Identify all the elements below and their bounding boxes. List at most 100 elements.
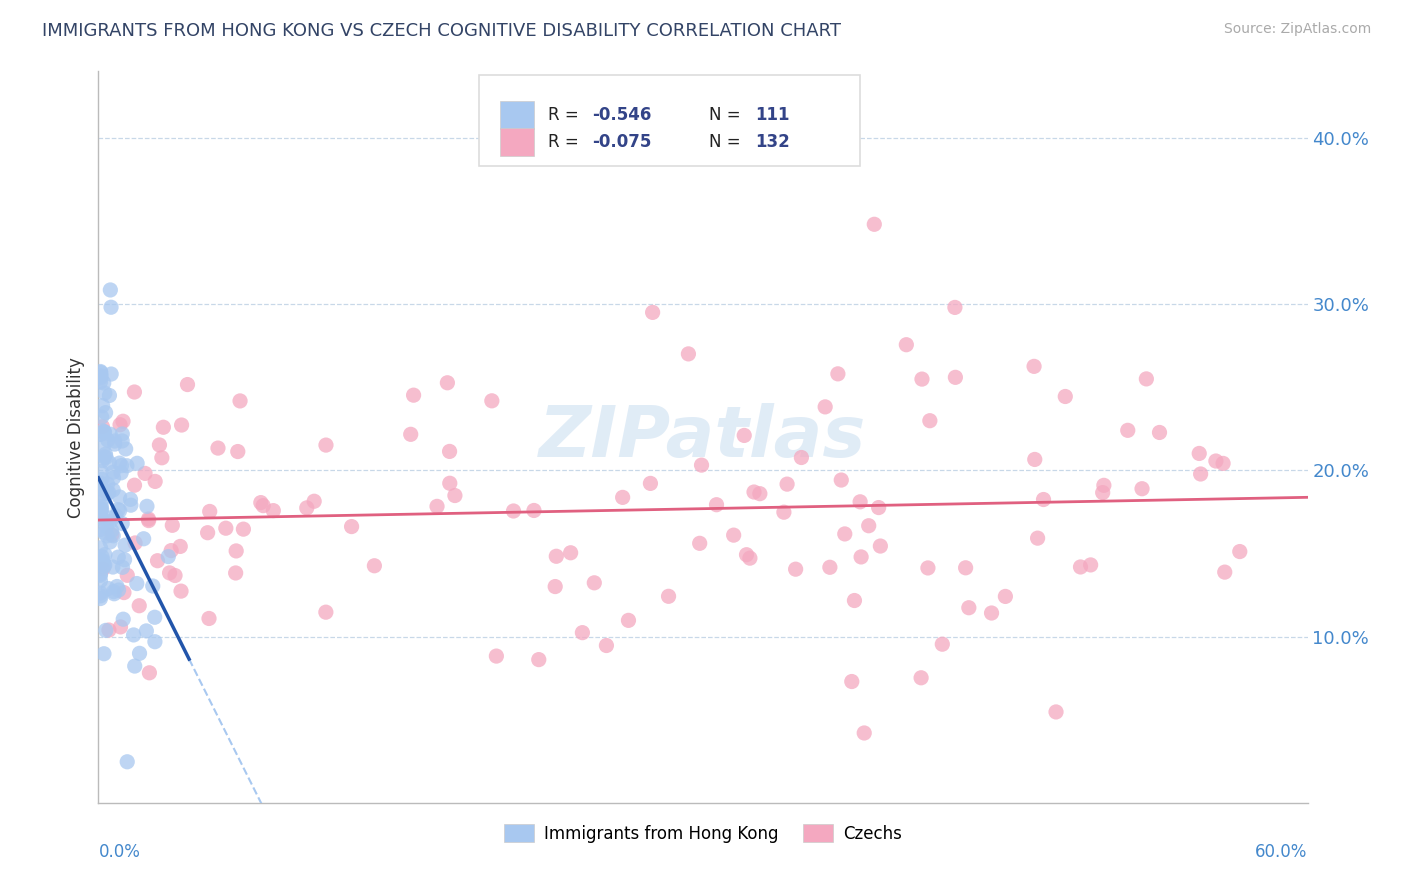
Point: [197, 525, 219, 540]
Legend: Immigrants from Hong Kong, Czechs: Immigrants from Hong Kong, Czechs: [498, 818, 908, 849]
Point: [150, 450, 173, 465]
Point: [229, 393, 252, 408]
Point: [91, 472, 114, 486]
Point: [91, 493, 114, 508]
Point: [160, 543, 183, 558]
Text: N =: N =: [709, 106, 747, 124]
Point: [834, 527, 856, 541]
Point: [108, 490, 131, 504]
Point: [101, 527, 124, 541]
Point: [215, 521, 238, 535]
Point: [90, 500, 112, 514]
Point: [858, 518, 880, 533]
Text: N =: N =: [709, 133, 747, 151]
Point: [252, 499, 274, 513]
Point: [340, 519, 363, 533]
Point: [315, 438, 337, 452]
Point: [89, 371, 111, 385]
Point: [100, 367, 122, 381]
Point: [107, 502, 129, 516]
Text: 60.0%: 60.0%: [1256, 843, 1308, 861]
Point: [98, 388, 121, 402]
Point: [124, 536, 146, 550]
Point: [97, 433, 120, 447]
Point: [617, 613, 640, 627]
Point: [136, 500, 159, 514]
Point: [91, 453, 114, 467]
Point: [571, 625, 593, 640]
Point: [90, 366, 112, 380]
Point: [90, 410, 112, 425]
Point: [111, 427, 134, 442]
Point: [689, 536, 711, 550]
Point: [262, 503, 284, 517]
Point: [546, 549, 568, 564]
Point: [159, 566, 181, 580]
Point: [93, 483, 115, 498]
Point: [595, 639, 617, 653]
Point: [120, 498, 142, 512]
Point: [120, 492, 142, 507]
Point: [1091, 485, 1114, 500]
Point: [148, 438, 170, 452]
Point: [994, 590, 1017, 604]
Point: [127, 456, 149, 470]
Point: [103, 529, 125, 543]
Point: [142, 579, 165, 593]
Point: [111, 434, 134, 448]
Point: [96, 529, 118, 543]
Point: [1080, 558, 1102, 572]
Point: [1130, 482, 1153, 496]
Point: [485, 649, 508, 664]
Point: [399, 427, 422, 442]
Point: [302, 494, 325, 508]
Point: [97, 623, 120, 637]
Point: [97, 485, 120, 500]
Point: [90, 503, 112, 517]
Point: [108, 417, 131, 432]
Point: [170, 417, 193, 432]
Text: R =: R =: [548, 106, 585, 124]
Point: [814, 400, 837, 414]
Point: [426, 500, 449, 514]
Point: [117, 568, 139, 582]
Point: [910, 671, 932, 685]
Text: IMMIGRANTS FROM HONG KONG VS CZECH COGNITIVE DISABILITY CORRELATION CHART: IMMIGRANTS FROM HONG KONG VS CZECH COGNI…: [42, 22, 841, 40]
Point: [863, 217, 886, 231]
Point: [444, 489, 467, 503]
Point: [93, 376, 115, 390]
Point: [439, 444, 461, 458]
Point: [980, 606, 1002, 620]
Point: [93, 450, 115, 464]
Point: [207, 441, 229, 455]
Point: [733, 428, 755, 442]
Point: [94, 406, 117, 420]
Point: [738, 551, 761, 566]
FancyBboxPatch shape: [479, 75, 860, 167]
Text: 111: 111: [755, 106, 790, 124]
Point: [89, 568, 111, 582]
Point: [107, 583, 129, 598]
Point: [93, 559, 115, 574]
Point: [436, 376, 458, 390]
Point: [143, 610, 166, 624]
Point: [100, 300, 122, 314]
Point: [152, 420, 174, 434]
Point: [97, 582, 120, 596]
Point: [101, 560, 124, 574]
Point: [89, 541, 111, 555]
Point: [93, 440, 115, 454]
Point: [945, 370, 967, 384]
Point: [853, 726, 876, 740]
Point: [90, 464, 112, 478]
Text: R =: R =: [548, 133, 585, 151]
Point: [841, 674, 863, 689]
Point: [957, 600, 980, 615]
Point: [96, 477, 118, 491]
Point: [612, 491, 634, 505]
Point: [583, 575, 606, 590]
Point: [868, 500, 890, 515]
Point: [135, 624, 157, 638]
Point: [138, 665, 160, 680]
Point: [363, 558, 385, 573]
